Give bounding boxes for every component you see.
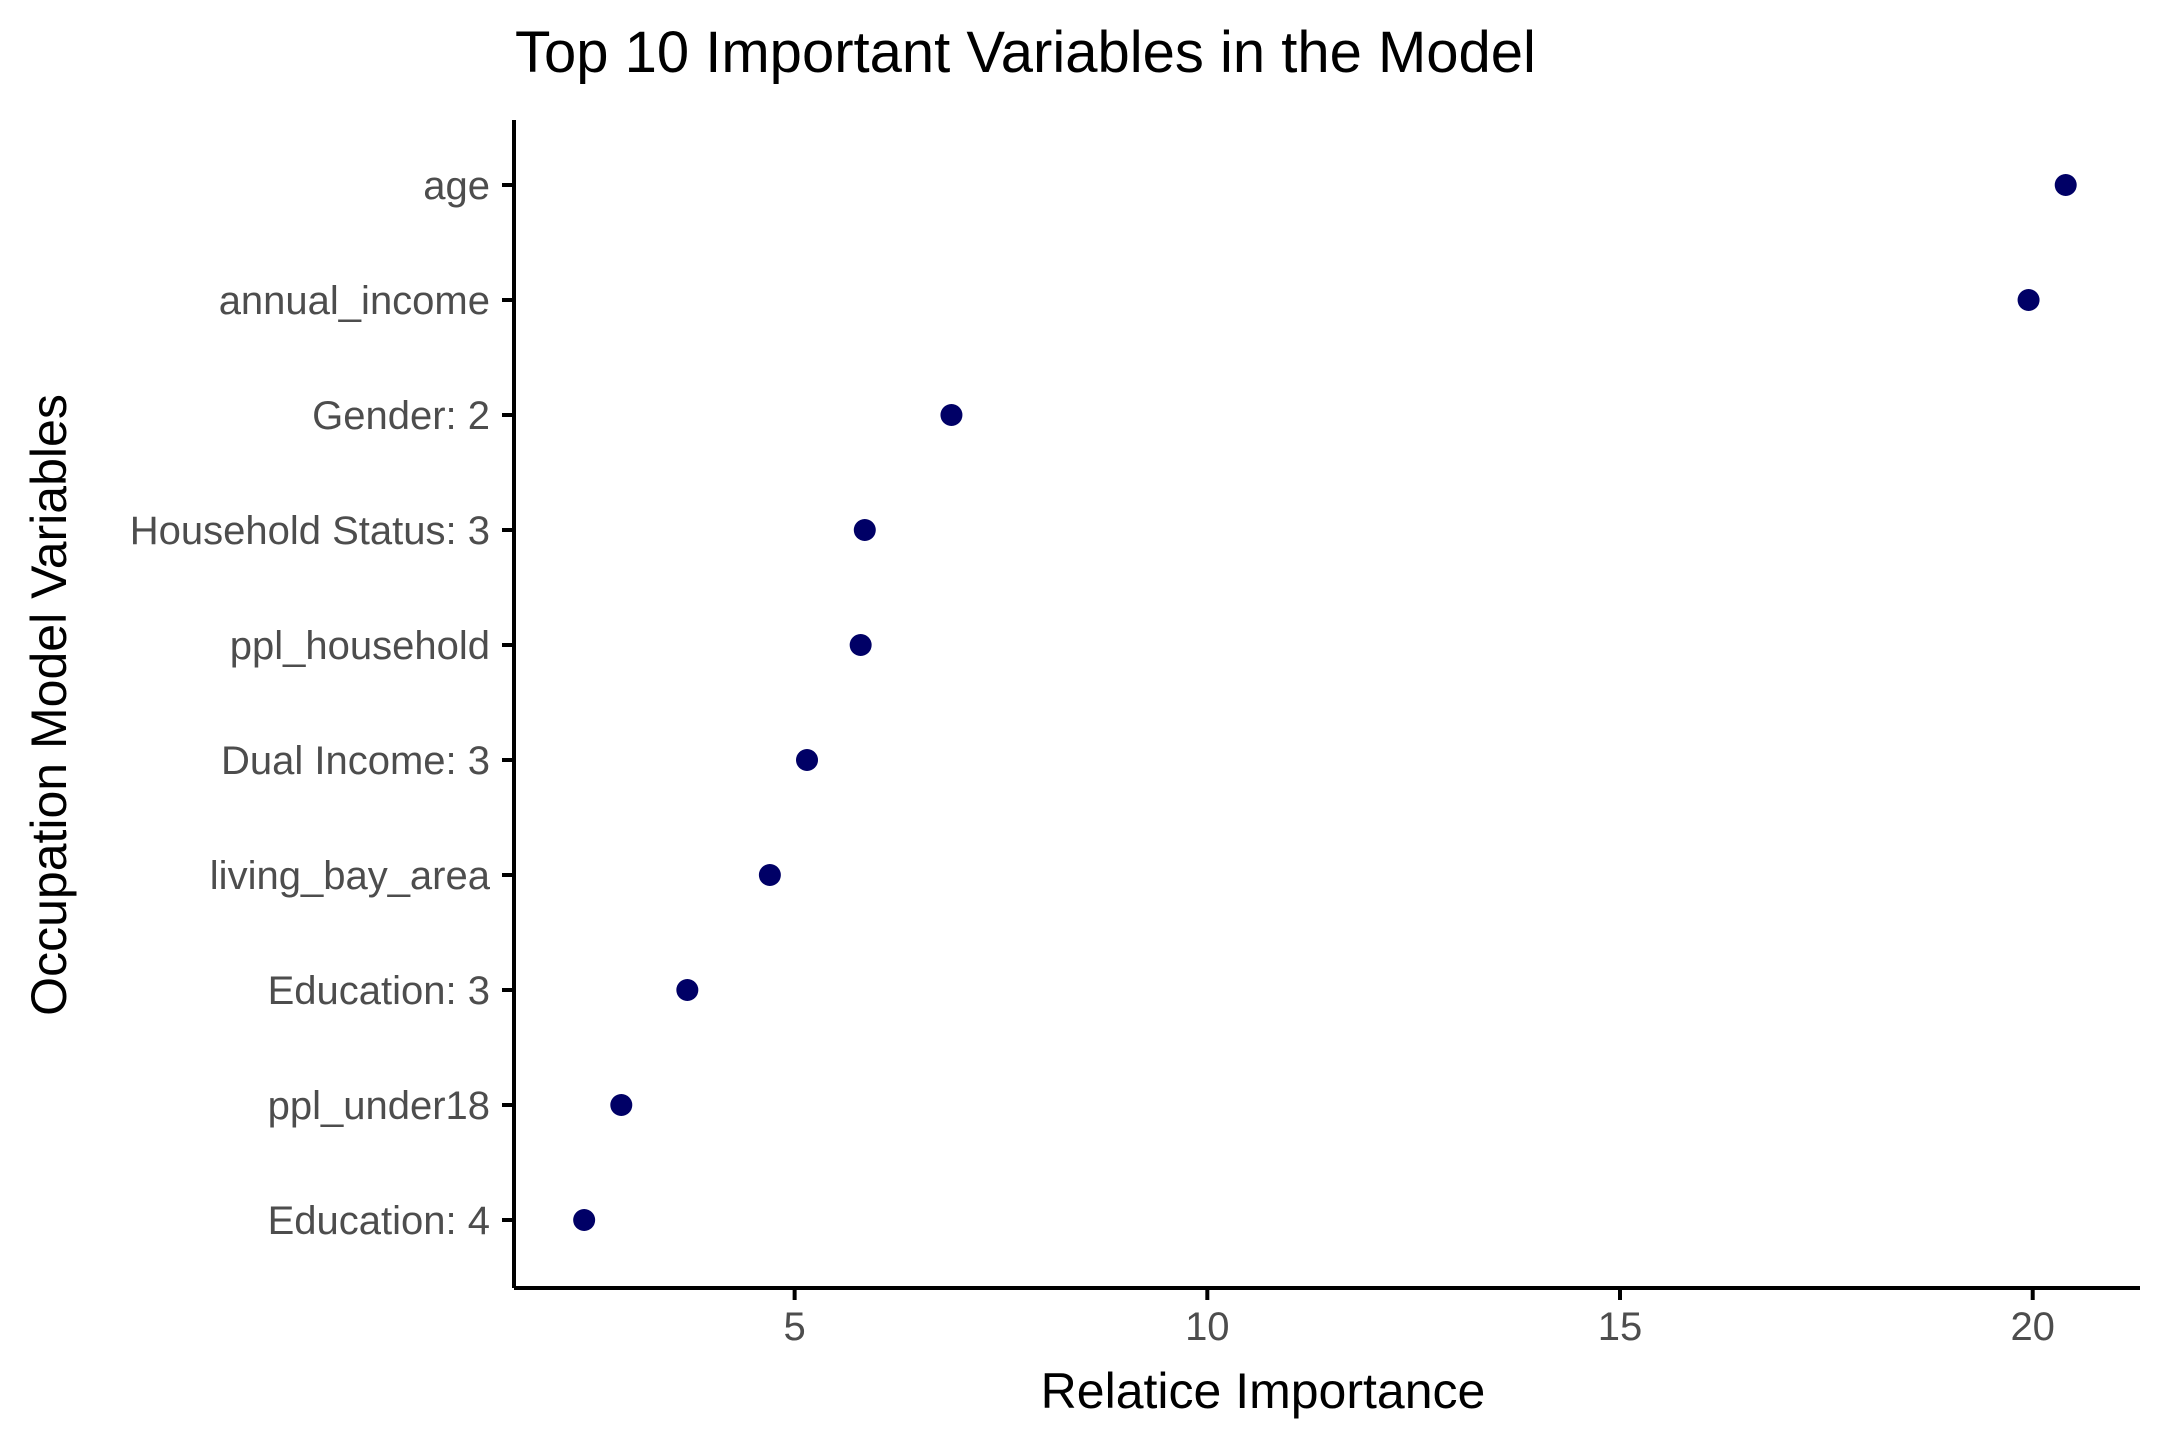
data-point [853,519,876,541]
x-tick-label: 20 [2010,1305,2055,1349]
x-tick-label: 5 [784,1305,806,1349]
y-tick-label: Dual Income: 3 [221,739,490,783]
y-tick-label: Household Status: 3 [130,509,490,553]
y-tick-label: Education: 3 [268,969,490,1013]
x-tick-label: 10 [1185,1305,1230,1349]
data-point [573,1209,596,1231]
y-tick-label: Gender: 2 [312,394,490,438]
data-point [676,979,699,1001]
y-tick-label: annual_income [219,279,490,323]
data-point [849,634,872,656]
x-axis-title: Relatice Importance [1041,1363,1486,1419]
data-point [2054,174,2077,196]
data-point [796,749,819,771]
y-axis-title: Occupation Model Variables [21,394,77,1016]
x-tick-label: 15 [1598,1305,1643,1349]
y-tick-label: living_bay_area [210,854,491,898]
data-point [610,1094,633,1116]
data-point [2017,289,2040,311]
data-point [940,404,963,426]
chart-title: Top 10 Important Variables in the Model [515,20,1536,85]
plot-area: 5 10 15 20 age annual_income Gender: 2 Househol… [130,120,2140,1349]
y-tick-label: ppl_under18 [268,1084,490,1128]
y-tick-label: ppl_household [230,624,490,668]
y-tick-label: age [423,164,490,208]
data-point [758,864,781,886]
y-tick-label: Education: 4 [268,1199,490,1243]
